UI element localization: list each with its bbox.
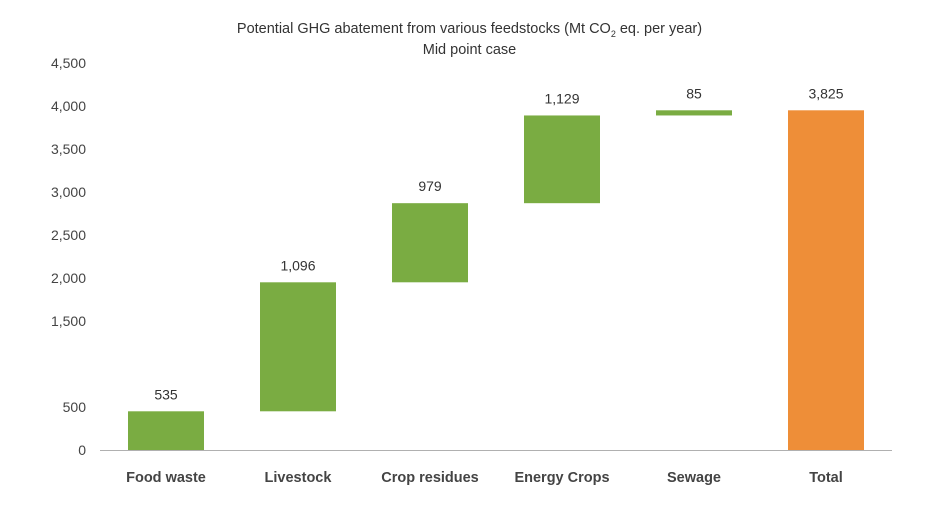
y-tick-label: 3,000 xyxy=(51,184,86,200)
chart-title-main: Potential GHG abatement from various fee… xyxy=(236,21,703,39)
y-tick-label: 0 xyxy=(78,442,86,458)
data-label: 979 xyxy=(418,178,442,194)
chart-subtitle: Mid point case xyxy=(422,42,517,59)
y-tick-label: 4,000 xyxy=(51,98,86,114)
x-category-label: Food waste xyxy=(126,470,206,486)
y-tick-label: 2,500 xyxy=(51,227,86,243)
bar-increment xyxy=(524,115,600,204)
chart-title: Potential GHG abatement from various fee… xyxy=(0,19,939,61)
bar-group xyxy=(128,110,864,451)
bar-increment xyxy=(260,282,336,412)
data-label: 1,096 xyxy=(280,257,315,273)
data-label-group: 535 1,096 979 1,129 85 3,825 xyxy=(154,85,843,402)
y-tick-label: 4,500 xyxy=(51,55,86,71)
y-tick-label: 3,500 xyxy=(51,141,86,157)
bar-increment xyxy=(392,203,468,283)
data-label: 3,825 xyxy=(808,85,843,101)
x-category-label: Crop residues xyxy=(381,470,479,486)
x-category-label: Total xyxy=(809,470,843,486)
x-category-label: Energy Crops xyxy=(514,470,609,486)
x-axis: Food waste Livestock Crop residues Energy C… xyxy=(100,450,892,486)
bar-increment xyxy=(128,411,204,450)
x-category-label: Sewage xyxy=(667,470,721,486)
y-axis: 0 500 1,500 2,000 2,500 3,000 3,500 4,000 4,500 xyxy=(51,55,86,458)
y-tick-label: 1,500 xyxy=(51,313,86,329)
y-tick-label: 500 xyxy=(63,399,87,415)
data-label: 535 xyxy=(154,386,178,402)
data-label: 85 xyxy=(686,85,702,101)
data-label: 1,129 xyxy=(544,90,579,106)
y-tick-label: 2,000 xyxy=(51,270,86,286)
bar-increment xyxy=(656,110,732,116)
x-category-label: Livestock xyxy=(265,470,333,486)
bar-total xyxy=(788,110,864,451)
